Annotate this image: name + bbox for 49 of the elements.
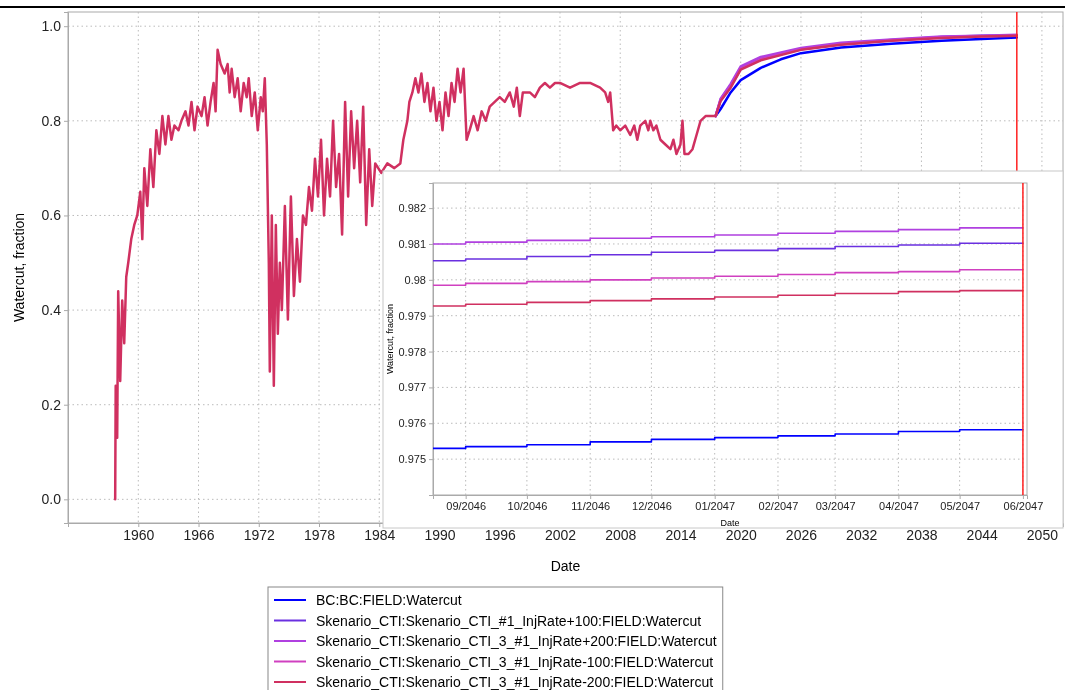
- y-tick-label: 0.976: [398, 417, 426, 430]
- legend-label: Skenario_CTI:Skenario_CTI_#1_InjRate+100:FIELD:Watercut: [316, 612, 702, 629]
- x-tick-label: 2044: [966, 526, 998, 543]
- y-tick-label: 0.977: [398, 381, 426, 394]
- x-tick-label: 03/2047: [815, 499, 856, 512]
- x-tick-label: 02/2047: [758, 499, 799, 512]
- legend-label: Skenario_CTI:Skenario_CTI_3_#1_InjRate+200:FIELD:Watercut: [316, 633, 717, 649]
- x-tick-label: 1984: [364, 526, 396, 543]
- x-tick-label: 1972: [243, 526, 276, 543]
- x-tick-label: 1990: [424, 526, 456, 543]
- y-tick-label: 0.6: [41, 207, 62, 224]
- y-tick-label: 0.0: [41, 491, 62, 508]
- x-tick-label: 2038: [906, 526, 938, 543]
- x-tick-label: 1966: [183, 526, 215, 543]
- y-axis-title: Watercut, fraction: [385, 303, 395, 375]
- x-tick-label: 09/2046: [446, 499, 487, 512]
- x-axis-title: Date: [720, 518, 740, 528]
- y-tick-label: 0.2: [41, 396, 62, 413]
- x-tick-label: 05/2047: [940, 499, 981, 512]
- x-tick-label: 2002: [544, 526, 577, 543]
- x-tick-label: 2008: [605, 526, 637, 543]
- x-tick-label: 2014: [665, 526, 697, 543]
- y-tick-label: 1.0: [41, 18, 62, 35]
- y-tick-label: 0.979: [398, 309, 426, 322]
- x-tick-label: 12/2046: [632, 499, 672, 512]
- y-tick-label: 0.975: [398, 453, 426, 466]
- y-tick-label: 0.982: [398, 202, 426, 215]
- y-tick-label: 0.978: [398, 345, 426, 358]
- y-tick-label: 0.981: [398, 237, 426, 250]
- x-tick-label: 1978: [303, 526, 336, 543]
- x-tick-label: 01/2047: [695, 499, 736, 512]
- x-tick-label: 2032: [846, 526, 878, 543]
- y-tick-label: 0.98: [404, 273, 426, 286]
- x-tick-label: 2050: [1026, 526, 1059, 543]
- x-tick-label: 1996: [484, 526, 517, 543]
- x-tick-label: 10/2046: [507, 499, 548, 512]
- x-tick-label: 1960: [123, 526, 155, 543]
- x-axis-title: Date: [550, 558, 581, 574]
- x-tick-label: 11/2046: [571, 499, 611, 512]
- x-tick-label: 06/2047: [1003, 499, 1044, 512]
- x-tick-label: 2020: [725, 526, 757, 543]
- y-tick-label: 0.4: [41, 302, 62, 319]
- legend-label: Skenario_CTI:Skenario_CTI_3_#1_InjRate-200:FIELD:Watercut: [316, 674, 714, 690]
- y-axis-title: Watercut, fraction: [11, 212, 27, 323]
- y-tick-label: 0.8: [41, 112, 62, 129]
- legend-label: Skenario_CTI:Skenario_CTI_3_#1_InjRate-100:FIELD:Watercut: [316, 653, 714, 670]
- legend-label: BC:BC:FIELD:Watercut: [316, 592, 462, 608]
- x-tick-label: 04/2047: [879, 499, 919, 512]
- x-tick-label: 2026: [785, 526, 818, 543]
